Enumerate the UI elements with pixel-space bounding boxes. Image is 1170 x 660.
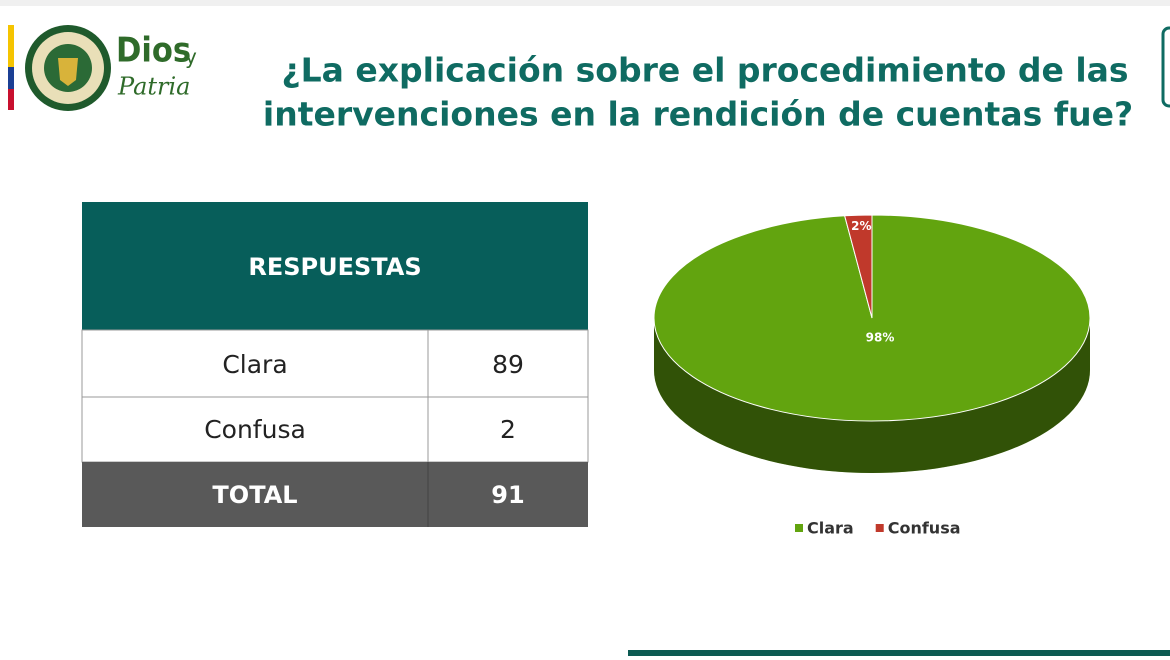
- logo-badge: [25, 25, 111, 111]
- logo-y: y: [185, 45, 197, 69]
- flag-blue: [8, 67, 14, 89]
- logo-script: Patria: [117, 73, 190, 101]
- table-header: [82, 202, 588, 330]
- table-row: [81, 396, 589, 463]
- table-row: [81, 329, 589, 398]
- table-total-row: [82, 462, 588, 527]
- table-total-value: 91: [491, 481, 524, 509]
- data-label: 98%: [866, 331, 895, 345]
- table-header-text: RESPUESTAS: [248, 253, 421, 281]
- table-total-label: TOTAL: [212, 481, 297, 509]
- table: RESPUESTAS Clara 89 Confusa 2 TOTAL 91: [81, 202, 589, 527]
- table-cell: Clara: [222, 350, 287, 379]
- table-cell: 89: [492, 350, 524, 379]
- pie-slice: [844, 214, 873, 319]
- legend-label: Confusa: [888, 519, 961, 538]
- corner-shape: [1161, 26, 1170, 108]
- legend-swatch: [875, 524, 884, 532]
- legend-swatch: [795, 524, 803, 532]
- bottom-bar: [628, 650, 1170, 656]
- table-cell: Confusa: [204, 415, 306, 444]
- title-line: intervenciones en la rendición de cuenta…: [263, 95, 1133, 134]
- top-strip: [0, 0, 1170, 6]
- data-label: 2%: [851, 219, 871, 233]
- pie-chart: 98% 2% Clara Confusa: [653, 214, 1091, 538]
- table-cell: 2: [500, 415, 516, 444]
- flag-yellow: [8, 25, 14, 67]
- legend-label: Clara: [807, 519, 854, 538]
- logo-word: Dios: [116, 31, 191, 71]
- flag-red: [8, 89, 14, 110]
- pie-side-shade: [654, 318, 1090, 473]
- title-line: ¿La explicación sobre el procedimiento d…: [281, 51, 1128, 90]
